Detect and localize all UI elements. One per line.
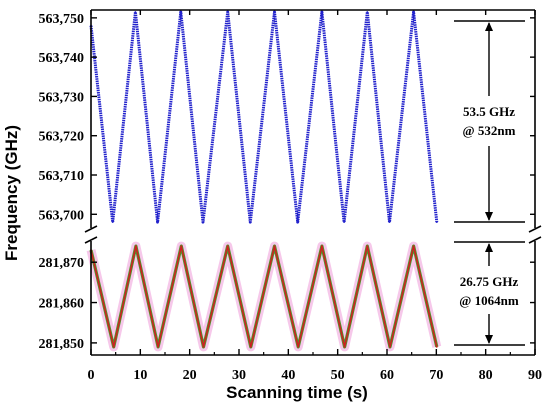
series-1-point <box>179 11 182 13</box>
x-tick-label: 50 <box>331 368 345 383</box>
series-2-point <box>180 245 183 248</box>
series-layer <box>86 10 442 352</box>
series-1-point <box>435 221 438 224</box>
annotation-upper-arrowhead-up <box>485 22 493 31</box>
axis-break-mark <box>528 225 542 233</box>
annotation-lower-arrowhead-up <box>485 243 493 252</box>
series-2-point <box>412 245 415 248</box>
series-1-point <box>388 221 391 224</box>
annotation-upper-line2: @ 532nm <box>463 123 516 138</box>
series-2-line <box>90 245 438 348</box>
series-1-point <box>321 11 323 13</box>
y-tick-label: 563,730 <box>39 90 85 105</box>
series-1-point <box>226 11 229 13</box>
series-2-point <box>435 346 438 348</box>
series-1-line <box>89 10 439 224</box>
series-2-point <box>135 245 137 248</box>
series-1 <box>89 10 439 224</box>
series-1-point <box>202 221 204 224</box>
series-1-point <box>273 11 276 13</box>
y-tick-label: 563,700 <box>39 208 85 223</box>
x-tick-label: 10 <box>133 368 147 383</box>
series-2 <box>86 241 442 352</box>
axis-ticks: 0 10 20 30 40 50 60 70 80 90 563,700 563,710 563,720… <box>39 10 542 383</box>
y-tick-label: 281,870 <box>39 256 85 271</box>
annotation-lower-line2: @ 1064nm <box>459 293 519 308</box>
annotations <box>454 20 525 346</box>
series-1-point <box>296 221 299 224</box>
axis-break-gap <box>527 229 543 240</box>
series-1-point <box>249 221 252 224</box>
series-1-point <box>156 221 159 224</box>
y-tick-label: 281,860 <box>39 297 85 312</box>
axis-break-mark <box>84 225 98 233</box>
x-tick-label: 80 <box>479 368 493 383</box>
y-tick-label: 563,710 <box>39 169 85 184</box>
series-2-point <box>112 346 115 348</box>
y-tick-label: 563,740 <box>39 51 85 66</box>
x-tick-label: 30 <box>232 368 246 383</box>
series-1-point <box>366 11 369 13</box>
series-2-point <box>389 346 391 348</box>
series-2-point <box>297 346 300 348</box>
series-1-point <box>111 221 114 224</box>
y-axis-title: Frequency (GHz) <box>2 125 21 261</box>
series-2-point <box>157 346 160 348</box>
series-2-point <box>226 245 229 248</box>
axis-break-mark <box>84 236 98 244</box>
x-tick-label: 60 <box>380 368 394 383</box>
x-axis-title: Scanning time (s) <box>226 383 368 402</box>
series-2-point <box>366 245 369 248</box>
x-tick-label: 0 <box>88 368 95 383</box>
x-tick-label: 70 <box>429 368 443 383</box>
axis-break-mark <box>528 236 542 244</box>
series-2-point <box>343 346 346 348</box>
annotation-upper-line1: 53.5 GHz <box>463 104 515 119</box>
series-1-point <box>134 11 137 13</box>
series-2-point <box>273 245 276 248</box>
series-2-point <box>249 346 252 348</box>
series-2-point <box>202 346 205 348</box>
y-tick-label: 563,750 <box>39 12 85 27</box>
y-tick-label: 563,720 <box>39 130 85 145</box>
annotation-upper-arrowhead-down <box>485 212 493 221</box>
x-tick-label: 90 <box>528 368 542 383</box>
series-1-point <box>412 11 415 13</box>
y-tick-label: 281,850 <box>39 337 85 352</box>
annotation-lower-arrowhead-down <box>485 335 493 344</box>
x-tick-label: 40 <box>281 368 295 383</box>
series-1-point <box>343 221 345 224</box>
annotation-lower-line1: 26.75 GHz <box>460 274 519 289</box>
series-2-point <box>321 245 323 248</box>
x-tick-label: 20 <box>183 368 197 383</box>
axis-break-gap <box>83 229 99 240</box>
